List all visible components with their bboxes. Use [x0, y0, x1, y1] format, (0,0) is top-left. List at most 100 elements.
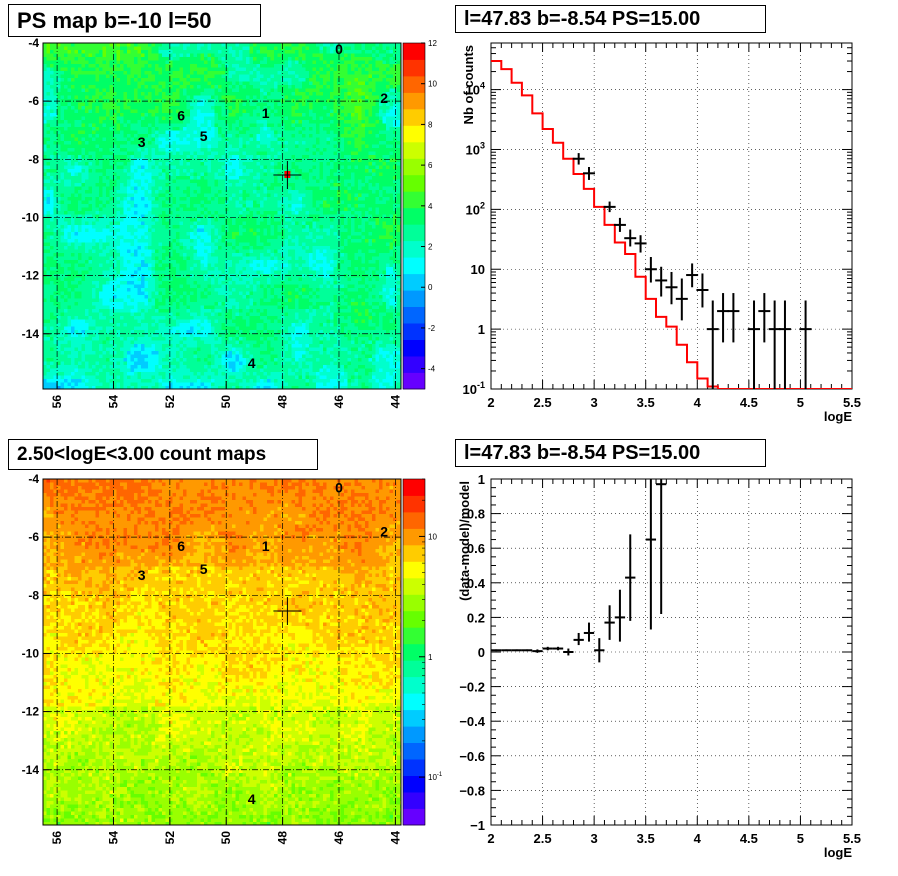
map-xtick-label: 54 [106, 831, 120, 845]
colorbar-label: 8 [428, 120, 433, 129]
x-axis-title: logE [824, 409, 852, 424]
colorbar-label: 10-1 [428, 772, 443, 782]
map-ytick-label: -4 [28, 472, 39, 486]
colorbar-cell [403, 208, 425, 225]
x-axis-title: logE [824, 845, 852, 860]
y-tick-label: −0.2 [459, 680, 485, 695]
colorbar-cell [403, 809, 425, 826]
y-tick-label: 10 [471, 262, 485, 277]
map-xtick-label: 56 [50, 831, 64, 845]
map-xtick-label: 46 [332, 395, 346, 409]
colorbar-cell [403, 323, 425, 340]
colorbar-cell [403, 611, 425, 628]
colorbar-label: 6 [428, 161, 433, 170]
panel-title-ps-map: PS map b=-10 l=50 [8, 4, 261, 37]
map-ytick-label: -6 [28, 530, 39, 544]
panel-title-spectrum: l=47.83 b=-8.54 PS=15.00 [455, 5, 766, 33]
colorbar-label: 2 [428, 243, 433, 252]
x-tick-label: 3.5 [637, 831, 655, 846]
colorbar-cell [403, 43, 425, 60]
spectrum-plot-area [491, 61, 852, 389]
y-tick-label: −0.8 [459, 783, 485, 798]
map-xtick-label: 44 [388, 831, 402, 845]
source-label: 3 [138, 134, 146, 150]
source-label: 0 [335, 480, 343, 496]
map-ytick-label: -12 [22, 269, 40, 283]
y-tick-label: 0 [478, 645, 485, 660]
map-xtick-label: 48 [276, 831, 290, 845]
colorbar-cell [403, 792, 425, 809]
map-ytick-label: -8 [28, 588, 39, 602]
colorbar-cell [403, 512, 425, 529]
x-tick-label: 5.5 [843, 395, 861, 410]
x-tick-label: 3 [591, 831, 598, 846]
map-xtick-label: 52 [163, 831, 177, 845]
colorbar-cell [403, 257, 425, 274]
colorbar-cell [403, 545, 425, 562]
map-xtick-label: 50 [219, 395, 233, 409]
panel-title-residuals: l=47.83 b=-8.54 PS=15.00 [455, 439, 766, 467]
map-ytick-label: -12 [22, 705, 40, 719]
colorbar-label: 10 [428, 532, 437, 541]
colorbar-cell [403, 60, 425, 77]
map-ytick-label: -10 [22, 210, 40, 224]
x-tick-label: 5.5 [843, 831, 861, 846]
source-label: 4 [248, 355, 256, 371]
colorbar-cell [403, 109, 425, 126]
colorbar-cell [403, 356, 425, 373]
source-label: 6 [177, 108, 185, 124]
source-label: 5 [200, 128, 208, 144]
colorbar-cell [403, 76, 425, 93]
colorbar-cell [403, 561, 425, 578]
colorbar-cell [403, 660, 425, 677]
map-xtick-label: 54 [106, 395, 120, 409]
y-tick-label: 10-1 [463, 380, 485, 397]
colorbar-cell [403, 224, 425, 241]
colorbar-cell [403, 142, 425, 159]
y-tick-label: −0.4 [459, 714, 485, 729]
colorbar-cell [403, 759, 425, 776]
map-xtick-label: 48 [276, 395, 290, 409]
map-cells [43, 43, 404, 390]
source-label: 1 [262, 105, 270, 121]
colorbar-cell [403, 290, 425, 307]
colorbar-cell [403, 340, 425, 357]
colorbar-label: 0 [428, 283, 433, 292]
map-xtick-label: 56 [50, 395, 64, 409]
map-xtick-label: 44 [388, 395, 402, 409]
x-tick-label: 3.5 [637, 395, 655, 410]
colorbar-cell [403, 677, 425, 694]
map-ytick-label: -4 [28, 36, 39, 50]
y-tick-label: 1 [478, 472, 485, 487]
colorbar-cell [403, 274, 425, 291]
colorbar-cell [403, 743, 425, 760]
colorbar-cell [403, 241, 425, 258]
y-axis-title: (data-model)/model [457, 481, 472, 601]
y-tick-label: 103 [466, 140, 485, 157]
source-label: 2 [380, 90, 388, 106]
spectrum-frame [491, 43, 852, 389]
x-tick-label: 4.5 [740, 831, 758, 846]
y-tick-label: 0.2 [467, 610, 485, 625]
x-tick-label: 5 [797, 831, 804, 846]
x-tick-label: 2.5 [534, 395, 552, 410]
x-tick-label: 4 [694, 831, 702, 846]
x-tick-label: 2.5 [534, 831, 552, 846]
source-label: 3 [138, 567, 146, 583]
map-ytick-label: -14 [22, 327, 40, 341]
colorbar-cell [403, 125, 425, 142]
colorbar-cell [403, 307, 425, 324]
colorbar-cell [403, 373, 425, 390]
source-label: 1 [262, 538, 270, 554]
y-tick-label: −1 [470, 818, 485, 833]
map-xtick-label: 52 [163, 395, 177, 409]
colorbar-label: -4 [428, 365, 436, 374]
map-ytick-label: -6 [28, 94, 39, 108]
colorbar-cell [403, 175, 425, 192]
colorbar-cell [403, 726, 425, 743]
map-xtick-label: 50 [219, 831, 233, 845]
